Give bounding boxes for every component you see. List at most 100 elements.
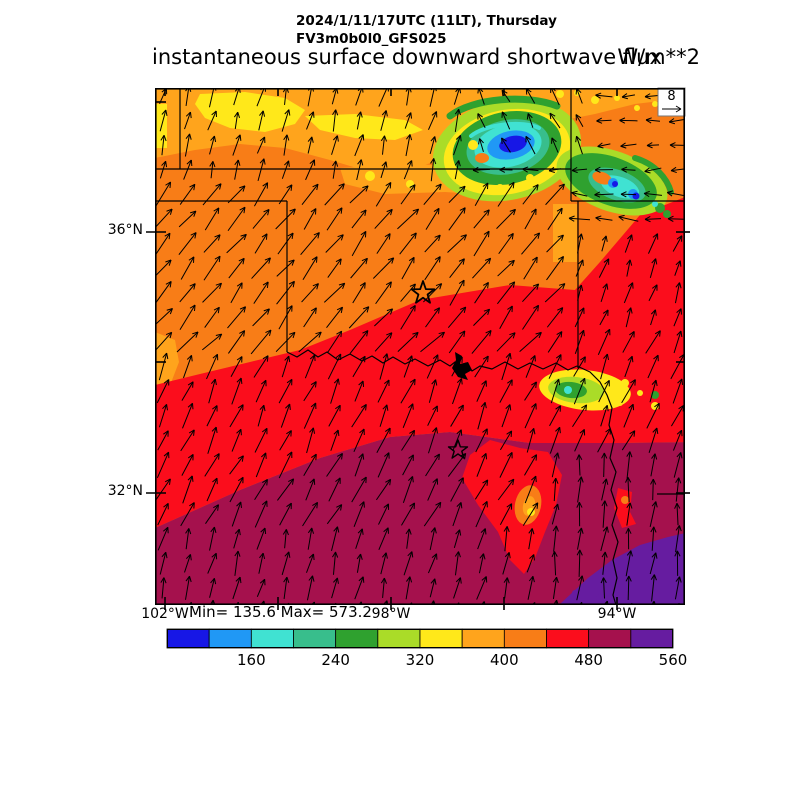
wind-arrow-head xyxy=(215,333,222,336)
wind-arrow-head xyxy=(389,332,393,339)
wind-arrow-head xyxy=(335,258,342,263)
wind-arrow xyxy=(674,576,681,600)
wind-arrow-head xyxy=(536,257,538,264)
wind-arrow-head xyxy=(219,283,222,290)
wind-arrow xyxy=(280,403,291,428)
wind-arrow-head xyxy=(264,257,271,261)
wind-arrow-head xyxy=(487,209,490,216)
colorbar-tick-label: 160 xyxy=(237,651,266,669)
wind-arrow-head xyxy=(535,331,542,335)
wind-arrow-head xyxy=(512,332,516,339)
wind-arrow-head xyxy=(169,181,172,189)
wind-arrow-head xyxy=(580,356,586,361)
wind-arrow-head xyxy=(463,207,466,214)
wind-arrow xyxy=(181,454,194,476)
wind-arrow-head xyxy=(408,454,414,459)
wind-arrow-head xyxy=(164,478,171,483)
wind-arrow-head xyxy=(383,527,389,533)
wind-arrow xyxy=(475,428,488,453)
wind-arrow-head xyxy=(625,476,629,483)
wind-arrow-head xyxy=(261,233,268,238)
wind-arrow xyxy=(332,160,337,179)
wind-arrow xyxy=(477,113,486,128)
wind-arrow-head xyxy=(236,501,242,507)
wind-arrow-head xyxy=(506,526,510,533)
wind-arrow-head xyxy=(659,330,661,337)
wind-arrow-head xyxy=(555,525,559,532)
wind-arrow xyxy=(207,110,217,131)
wind-arrow-head xyxy=(312,575,315,582)
wind-arrow-head xyxy=(487,282,489,289)
wind-arrow-head xyxy=(629,502,633,509)
plot-title: instantaneous surface downward shortwave… xyxy=(152,45,662,69)
wind-arrow-head xyxy=(262,355,269,360)
wind-arrow-head xyxy=(528,575,534,582)
wind-arrow xyxy=(497,182,515,207)
wind-arrow xyxy=(646,403,660,429)
wind-arrow xyxy=(404,112,412,129)
wind-arrow-head xyxy=(457,356,463,361)
wind-arrow xyxy=(476,380,487,402)
wind-arrow xyxy=(474,282,489,304)
wind-arrow-head xyxy=(626,502,631,509)
wind-arrow-head xyxy=(438,453,440,461)
wind-arrow xyxy=(472,257,491,279)
wind-arrow-head xyxy=(487,231,490,238)
wind-arrow-head xyxy=(195,331,199,338)
wind-arrow-head xyxy=(556,331,563,336)
wind-arrow-head xyxy=(629,451,633,458)
wind-arrow xyxy=(180,429,195,452)
wind-arrow-head xyxy=(557,452,560,459)
wind-arrow-head xyxy=(679,282,682,289)
wind-arrow-head xyxy=(585,404,588,411)
wind-arrow xyxy=(447,306,467,329)
wind-arrow xyxy=(283,134,288,156)
wind-arrow xyxy=(303,402,317,429)
wind-arrow-head xyxy=(233,111,239,118)
wind-arrow xyxy=(324,183,345,206)
wind-arrow-head xyxy=(581,527,584,534)
wind-arrow-head xyxy=(655,258,658,265)
wind-reference-arrow-head xyxy=(675,108,682,113)
wind-arrow xyxy=(573,378,586,405)
wind-arrow-head xyxy=(529,554,535,559)
wind-arrow-head xyxy=(458,404,464,409)
wind-arrow-head xyxy=(430,136,436,142)
speckle-cyan xyxy=(564,386,572,394)
wind-arrow-head xyxy=(553,503,559,509)
wind-arrow-head xyxy=(359,501,365,507)
wind-arrow-head xyxy=(336,453,343,457)
wind-arrow xyxy=(618,216,639,222)
region-purple-se xyxy=(560,533,685,604)
wind-arrow-head xyxy=(288,478,294,482)
wind-arrow-head xyxy=(211,552,217,558)
wind-arrow-head xyxy=(407,476,413,481)
wind-arrow-head xyxy=(459,185,466,189)
wind-arrow xyxy=(577,476,582,503)
wind-arrow-head xyxy=(365,258,368,265)
speckle-yellow xyxy=(591,96,599,104)
wind-arrow-head xyxy=(315,256,318,263)
wind-arrow xyxy=(425,453,440,477)
wind-arrow-head xyxy=(478,138,481,145)
wind-arrow-head xyxy=(242,258,245,265)
wind-arrow xyxy=(674,260,681,276)
wind-arrow-head xyxy=(460,502,463,509)
wind-arrow xyxy=(253,281,269,304)
wind-arrow xyxy=(571,192,588,197)
wind-arrow-head xyxy=(163,379,170,384)
wind-arrow-head xyxy=(579,377,586,383)
wind-arrow xyxy=(230,282,243,304)
wind-arrow-head xyxy=(631,356,634,363)
wind-arrow xyxy=(548,354,562,379)
wind-arrow-head xyxy=(630,379,636,384)
wind-arrow xyxy=(476,576,487,600)
colorbar-cell xyxy=(377,628,421,649)
wind-arrow xyxy=(159,161,167,179)
wind-arrow xyxy=(430,158,435,182)
wind-arrow xyxy=(354,453,364,477)
wind-arrow xyxy=(454,551,460,576)
colorbar-frame xyxy=(167,629,673,648)
region-yellow-patch-nw xyxy=(195,92,305,132)
wind-arrow-head xyxy=(480,528,486,533)
